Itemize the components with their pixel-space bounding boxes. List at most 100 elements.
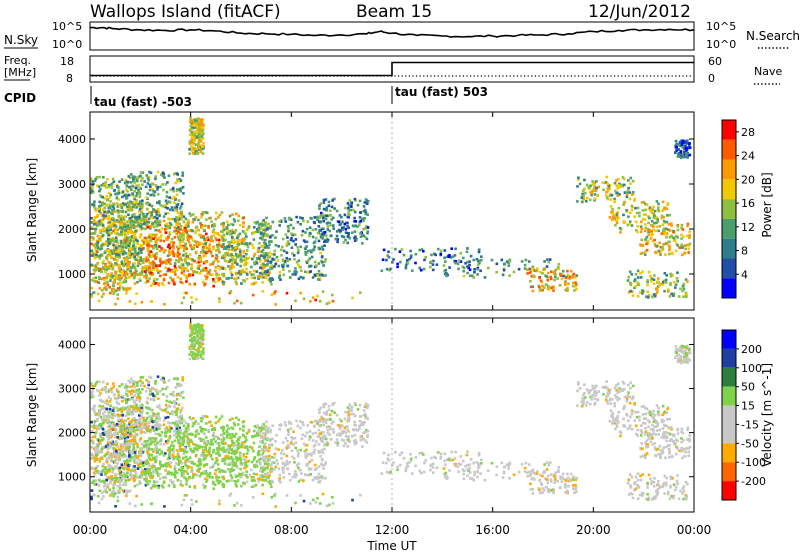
power-cell (399, 260, 402, 264)
velocity-cell (230, 426, 233, 430)
power-cell (104, 229, 107, 233)
velocity-heatmap (90, 322, 692, 508)
velocity-cell (197, 463, 201, 467)
power-cell (208, 247, 211, 251)
power-cell (223, 228, 226, 231)
power-cell (237, 254, 241, 258)
velocity-cell (180, 472, 184, 475)
power-cell (258, 271, 262, 275)
power-cell (116, 255, 119, 258)
power-cell (583, 178, 586, 182)
power-cell (264, 264, 267, 267)
power-cell (121, 195, 124, 199)
velocity-cell (131, 441, 134, 444)
power-cell (125, 272, 128, 275)
velocity-cell (204, 469, 208, 473)
velocity-cell (173, 485, 176, 489)
power-cell (105, 249, 109, 253)
velocity-cell (133, 435, 136, 438)
power-cell (90, 221, 94, 224)
velocity-cell (187, 441, 191, 444)
power-cell (253, 226, 256, 229)
velocity-cell (128, 478, 132, 481)
power-cell (676, 271, 679, 274)
power-cell (233, 220, 237, 223)
power-cell (192, 118, 195, 122)
power-cell (490, 258, 494, 262)
power-cell (173, 218, 177, 221)
power-cell (91, 226, 94, 230)
power-cell (217, 216, 220, 219)
power-cell (688, 153, 692, 157)
velocity-cell (99, 426, 102, 429)
power-cell (202, 141, 205, 145)
velocity-cell (241, 441, 245, 444)
power-cell (236, 234, 240, 237)
power-cell (98, 207, 101, 211)
power-cell (235, 277, 238, 281)
velocity-cell (159, 477, 162, 480)
power-cell (279, 248, 283, 252)
power-cell (527, 260, 531, 263)
power-cell (629, 176, 633, 180)
power-cell (431, 268, 435, 272)
power-cell (255, 260, 258, 264)
power-cell (139, 248, 143, 252)
power-cell (643, 253, 647, 256)
velocity-cell (143, 470, 146, 474)
power-cell (108, 286, 111, 289)
power-cell (687, 243, 690, 247)
power-cell (444, 268, 448, 272)
velocity-cell (116, 445, 120, 449)
power-cell (574, 283, 578, 287)
power-cell (571, 275, 575, 279)
power-cell (611, 208, 614, 211)
power-cell (333, 207, 336, 210)
power-cell (94, 230, 97, 233)
power-cell (139, 179, 143, 183)
power-cell (175, 223, 179, 227)
power-cell (135, 218, 139, 222)
power-colorbar-segment (722, 218, 736, 239)
power-cell (199, 251, 203, 254)
power-cell (170, 197, 174, 200)
power-cell (242, 249, 246, 253)
power-cell (650, 230, 653, 234)
power-cell (339, 230, 342, 234)
power-cell (108, 219, 111, 222)
power-cell (131, 248, 134, 252)
power-cell (238, 223, 242, 227)
velocity-cell (117, 454, 120, 457)
velocity-cell (157, 486, 161, 489)
power-cell (679, 150, 683, 153)
power-cell (191, 145, 194, 149)
nave-tick-top: 60 (708, 55, 722, 68)
power-cell (621, 176, 625, 179)
power-cell (445, 272, 448, 275)
power-cell (109, 228, 112, 231)
power-cell (168, 258, 171, 261)
power-cell (363, 235, 367, 239)
power-cell (155, 264, 158, 268)
power-cell (228, 260, 231, 263)
power-cell (686, 154, 690, 157)
power-cell (153, 253, 157, 256)
power-cell (294, 269, 298, 273)
velocity-cell (128, 407, 131, 411)
velocity-cell (125, 467, 129, 470)
power-cell (681, 143, 684, 146)
power-cell (674, 286, 677, 289)
power-cell (242, 255, 245, 258)
velocity-cell (125, 474, 128, 478)
power-cell (182, 192, 185, 195)
power-cell (125, 188, 128, 191)
power-cell (231, 263, 234, 266)
power-cell (615, 213, 619, 216)
power-cell (160, 281, 164, 285)
power-cell (353, 230, 357, 233)
power-cell (174, 172, 178, 175)
power-cell (542, 286, 546, 289)
power-cell (176, 250, 180, 253)
velocity-cell (146, 447, 149, 450)
velocity-cell (233, 423, 237, 427)
